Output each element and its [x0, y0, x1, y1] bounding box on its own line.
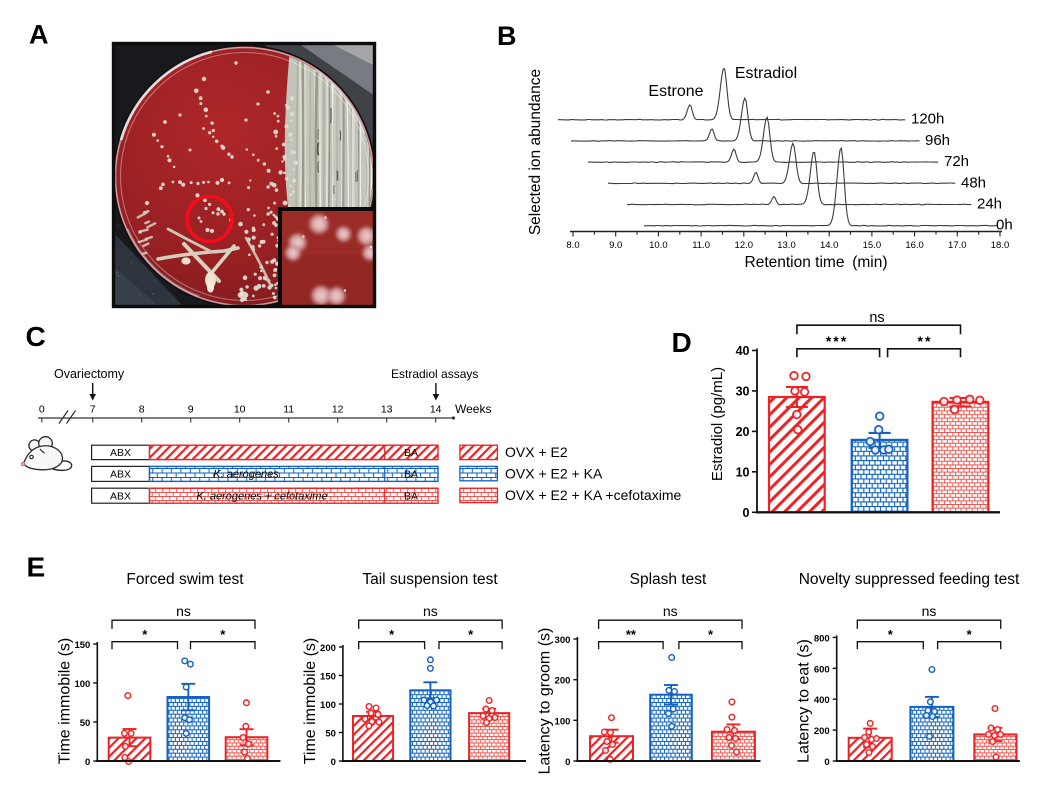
svg-text:11: 11 — [283, 404, 294, 416]
svg-text:0: 0 — [331, 757, 336, 768]
svg-text:13.0: 13.0 — [777, 240, 796, 251]
svg-text:9.0: 9.0 — [609, 240, 622, 251]
svg-text:800: 800 — [814, 633, 830, 644]
svg-text:8.0: 8.0 — [566, 240, 579, 251]
svg-text:BA: BA — [404, 491, 418, 503]
svg-text:9: 9 — [188, 404, 194, 416]
svg-text:10.0: 10.0 — [649, 240, 668, 251]
svg-text:Estradiol (pg/mL): Estradiol (pg/mL) — [709, 367, 726, 481]
svg-text:ns: ns — [869, 310, 884, 326]
svg-text:D: D — [672, 327, 692, 358]
svg-text:400: 400 — [814, 695, 830, 706]
svg-text:Novelty suppressed feeding tes: Novelty suppressed feeding test — [799, 571, 1020, 588]
svg-text:100: 100 — [555, 716, 571, 727]
svg-text:**: ** — [918, 333, 933, 349]
svg-text:B: B — [497, 21, 517, 51]
svg-text:10: 10 — [234, 404, 246, 416]
svg-text:Latency to eat (s): Latency to eat (s) — [796, 639, 813, 763]
svg-text:0: 0 — [39, 404, 45, 416]
svg-text:50: 50 — [80, 718, 91, 729]
svg-text:16.0: 16.0 — [905, 240, 924, 251]
svg-text:***: *** — [826, 333, 848, 349]
svg-text:150: 150 — [74, 640, 90, 651]
svg-text:Time immobile (s): Time immobile (s) — [302, 638, 319, 765]
svg-text:200: 200 — [555, 676, 571, 687]
svg-text:**: ** — [626, 627, 637, 642]
svg-text:Selected ion abundance: Selected ion abundance — [527, 69, 544, 235]
svg-text:600: 600 — [814, 664, 830, 675]
svg-text:10: 10 — [736, 465, 750, 479]
svg-text:0: 0 — [565, 757, 570, 768]
svg-text:*: * — [708, 627, 714, 642]
svg-text:24h: 24h — [977, 196, 1002, 213]
svg-text:40: 40 — [736, 344, 750, 358]
svg-text:K. aerogenes: K. aerogenes — [213, 469, 279, 481]
svg-text:100: 100 — [74, 679, 90, 690]
svg-text:ABX: ABX — [110, 491, 131, 503]
svg-text:Latency to groom (s): Latency to groom (s) — [536, 628, 553, 775]
svg-text:OVX + E2 + KA +cefotaxime: OVX + E2 + KA +cefotaxime — [505, 487, 681, 503]
svg-text:BA: BA — [404, 469, 418, 481]
svg-text:*: * — [888, 627, 894, 642]
svg-text:OVX + E2 + KA: OVX + E2 + KA — [505, 465, 603, 481]
svg-text:12: 12 — [332, 404, 344, 416]
svg-text:48h: 48h — [961, 174, 986, 191]
svg-text:0: 0 — [743, 506, 750, 520]
svg-text:0h: 0h — [996, 217, 1013, 234]
svg-text:Forced swim test: Forced swim test — [126, 571, 244, 588]
svg-text:50: 50 — [325, 729, 336, 740]
svg-text:ABX: ABX — [110, 469, 131, 481]
svg-text:30: 30 — [736, 384, 750, 398]
svg-text:72h: 72h — [944, 153, 969, 170]
svg-text:E: E — [27, 552, 46, 583]
svg-text:Estradiol assays: Estradiol assays — [391, 367, 478, 381]
svg-text:14: 14 — [430, 404, 442, 416]
svg-text:Retention time (min): Retention time (min) — [745, 254, 888, 271]
svg-text:300: 300 — [555, 635, 571, 646]
svg-text:100: 100 — [320, 700, 336, 711]
svg-text:Estradiol: Estradiol — [735, 65, 797, 82]
svg-text:ABX: ABX — [110, 447, 131, 459]
svg-text:8: 8 — [139, 404, 145, 416]
svg-text:18.0: 18.0 — [991, 240, 1010, 251]
svg-text:C: C — [26, 321, 46, 352]
svg-text:13: 13 — [381, 404, 393, 416]
svg-text:*: * — [468, 627, 474, 642]
svg-text:Tail suspension test: Tail suspension test — [362, 571, 498, 588]
svg-text:*: * — [220, 627, 226, 642]
svg-text:Splash test: Splash test — [630, 571, 707, 588]
svg-text:Time immobile (s): Time immobile (s) — [56, 638, 73, 765]
svg-text:20: 20 — [736, 425, 750, 439]
svg-text:ns: ns — [663, 603, 678, 619]
svg-text:11.0: 11.0 — [692, 240, 710, 251]
svg-text:K. aerogenes + cefotaxime: K. aerogenes + cefotaxime — [196, 491, 327, 503]
svg-text:7: 7 — [90, 404, 96, 416]
svg-text:Weeks: Weeks — [455, 402, 491, 416]
svg-text:0: 0 — [85, 757, 90, 768]
svg-text:15.0: 15.0 — [863, 240, 882, 251]
svg-text:0: 0 — [824, 757, 829, 768]
svg-text:ns: ns — [176, 603, 191, 619]
svg-text:120h: 120h — [911, 111, 944, 128]
svg-text:BA: BA — [404, 447, 418, 459]
svg-text:*: * — [142, 627, 148, 642]
svg-text:14.0: 14.0 — [820, 240, 839, 251]
svg-text:Estrone: Estrone — [648, 83, 703, 100]
svg-text:*: * — [967, 627, 973, 642]
svg-text:OVX + E2: OVX + E2 — [505, 444, 568, 460]
svg-text:12.0: 12.0 — [735, 240, 754, 251]
svg-text:Ovariectomy: Ovariectomy — [54, 367, 125, 381]
svg-text:200: 200 — [814, 726, 830, 737]
svg-text:96h: 96h — [925, 132, 950, 149]
svg-text:17.0: 17.0 — [948, 240, 967, 251]
svg-text:200: 200 — [320, 643, 336, 654]
svg-text:ns: ns — [423, 603, 438, 619]
svg-text:*: * — [389, 627, 395, 642]
svg-text:ns: ns — [922, 603, 937, 619]
svg-text:A: A — [29, 20, 49, 50]
svg-text:150: 150 — [320, 672, 336, 683]
